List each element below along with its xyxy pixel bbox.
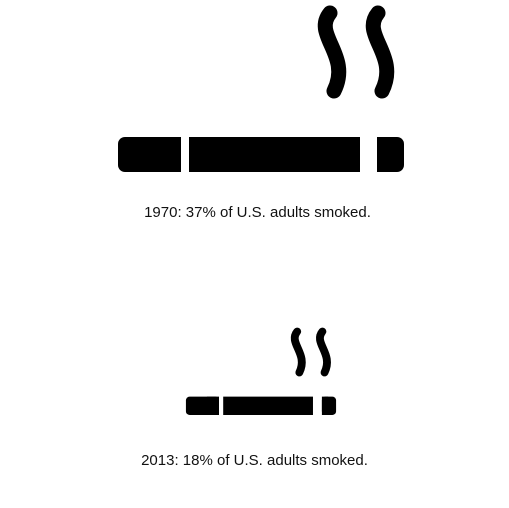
caption-1970: 1970: 37% of U.S. adults smoked. [144, 204, 371, 221]
smoke-wisp-1970 [365, 5, 395, 99]
smoke-wisp-2013 [316, 327, 331, 377]
smoke-wisp-1970 [317, 5, 347, 99]
smoke-wisp-2013 [290, 327, 306, 377]
body-segment-2013 [223, 396, 313, 415]
caption-2013: 2013: 18% of U.S. adults smoked. [141, 452, 368, 469]
body-segment-1970 [189, 137, 360, 172]
